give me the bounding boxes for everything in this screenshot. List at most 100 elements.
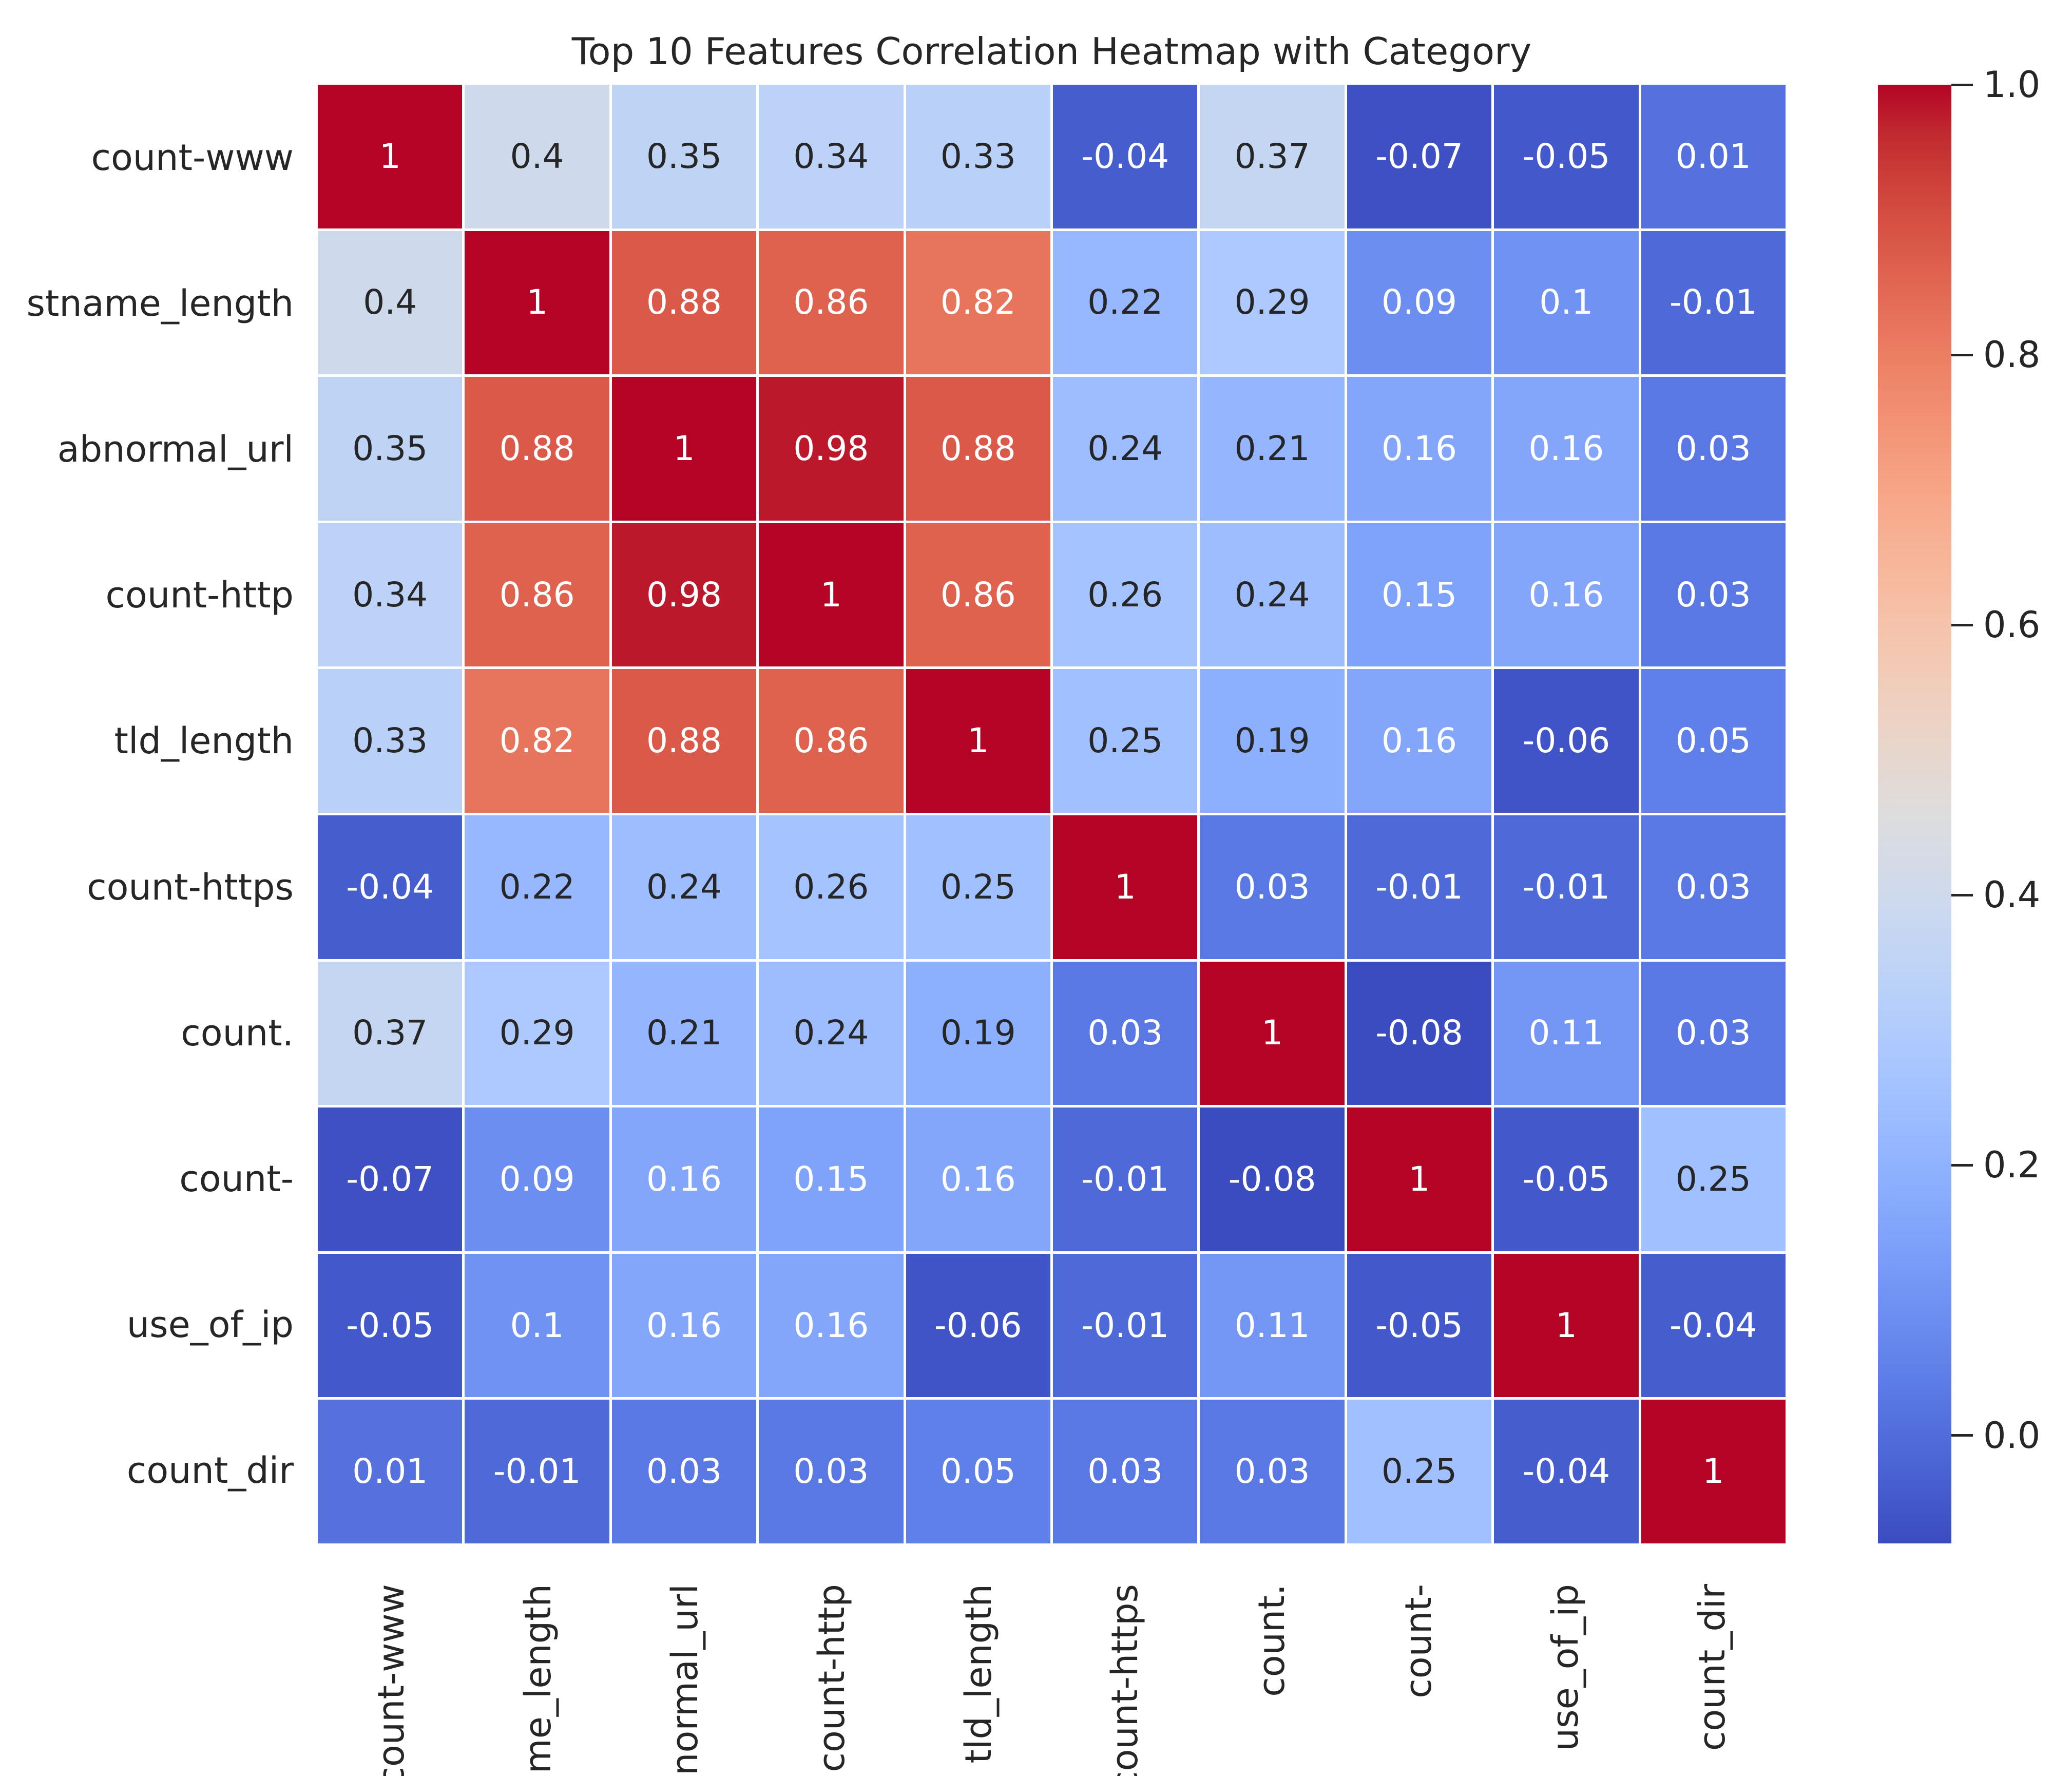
- cell-value: 0.03: [1087, 1452, 1163, 1492]
- cell-value: 0.16: [1528, 575, 1604, 615]
- colorbar-tick-label: 0.6: [1983, 604, 2041, 646]
- heatmap-cell: -0.01: [1494, 815, 1639, 959]
- cell-value: 0.03: [793, 1452, 869, 1492]
- x-tick-label: use_of_ip: [1544, 1584, 1587, 1751]
- cell-value: 0.29: [499, 1013, 575, 1053]
- heatmap-cell: 0.03: [759, 1400, 904, 1543]
- cell-value: 0.22: [1087, 282, 1163, 322]
- heatmap-cell: 1: [759, 523, 904, 667]
- heatmap-cell: 0.4: [465, 85, 609, 228]
- cell-value: 0.86: [793, 721, 869, 761]
- heatmap-grid: 1 0.4 0.35 0.34 0.33 -0.04 0.37 -0.07 -0.05 0.01 0…: [318, 85, 1786, 1543]
- cell-value: 1: [1408, 1159, 1430, 1199]
- heatmap-cell: 0.88: [611, 231, 757, 375]
- colorbar-tick: [1951, 1434, 1973, 1437]
- cell-value: 0.25: [1087, 721, 1163, 761]
- cell-value: 0.25: [1675, 1159, 1751, 1199]
- cell-value: 0.88: [499, 428, 575, 468]
- cell-value: 0.35: [646, 136, 722, 176]
- heatmap-cell: 0.35: [611, 85, 757, 228]
- y-tick-label: count_dir: [126, 1449, 294, 1492]
- heatmap-cell: 0.05: [906, 1400, 1050, 1543]
- heatmap-cell: -0.04: [318, 815, 463, 959]
- heatmap-cell: 0.01: [318, 1400, 463, 1543]
- x-tick-label: count-: [1397, 1584, 1440, 1698]
- cell-value: 0.24: [1234, 575, 1310, 615]
- heatmap-cell: 0.09: [1347, 231, 1492, 375]
- cell-value: 0.09: [499, 1159, 575, 1199]
- heatmap-cell: 0.21: [611, 961, 757, 1105]
- heatmap-cell: 0.03: [1052, 961, 1198, 1105]
- heatmap-cell: 0.35: [318, 377, 463, 521]
- heatmap-cell: 0.24: [611, 815, 757, 959]
- heatmap-cell: 0.11: [1494, 961, 1639, 1105]
- heatmap-cell: 0.82: [465, 669, 609, 813]
- y-tick-label: stname_length: [26, 282, 294, 325]
- cell-value: 0.34: [793, 136, 869, 176]
- heatmap-cell: 0.21: [1200, 377, 1345, 521]
- heatmap-cell: 0.11: [1200, 1253, 1345, 1398]
- cell-value: 0.03: [1675, 428, 1751, 468]
- x-tick-label: tld_length: [957, 1584, 1000, 1764]
- cell-value: 0.19: [940, 1013, 1016, 1053]
- heatmap-cell: 0.86: [759, 669, 904, 813]
- cell-value: 1: [1702, 1452, 1724, 1492]
- cell-value: 0.22: [499, 867, 575, 907]
- y-tick-label: count-: [179, 1157, 294, 1200]
- cell-value: -0.01: [1081, 1305, 1169, 1345]
- heatmap-cell: 0.16: [1494, 523, 1639, 667]
- heatmap-cell: 0.25: [1347, 1400, 1492, 1543]
- y-tick-label: count-http: [105, 574, 294, 617]
- cell-value: 0.03: [1087, 1013, 1163, 1053]
- colorbar-tick-label: 0.2: [1983, 1144, 2041, 1187]
- cell-value: -0.07: [346, 1159, 434, 1199]
- heatmap-cell: -0.04: [1052, 85, 1198, 228]
- heatmap-cell: 0.34: [759, 85, 904, 228]
- cell-value: 0.01: [1675, 136, 1751, 176]
- heatmap-cell: 0.86: [906, 523, 1050, 667]
- heatmap-cell: 0.09: [465, 1107, 609, 1251]
- heatmap-cell: 0.15: [1347, 523, 1492, 667]
- cell-value: 0.26: [793, 867, 869, 907]
- cell-value: -0.05: [1522, 136, 1610, 176]
- heatmap-cell: -0.01: [1052, 1107, 1198, 1251]
- cell-value: 1: [1261, 1013, 1283, 1053]
- heatmap-cell: -0.04: [1641, 1253, 1786, 1398]
- cell-value: -0.05: [1375, 1305, 1463, 1345]
- cell-value: 0.35: [352, 428, 428, 468]
- heatmap-cell: 0.03: [1641, 523, 1786, 667]
- heatmap-cell: 0.88: [611, 669, 757, 813]
- colorbar-tick: [1951, 83, 1973, 86]
- heatmap-cell: 0.03: [1052, 1400, 1198, 1543]
- heatmap-cell: -0.07: [1347, 85, 1492, 228]
- x-tick-label: abnormal_url: [663, 1584, 706, 1776]
- heatmap-cell: -0.07: [318, 1107, 463, 1251]
- cell-value: 0.05: [1675, 721, 1751, 761]
- cell-value: 0.88: [940, 428, 1016, 468]
- cell-value: 1: [967, 721, 989, 761]
- cell-value: -0.01: [1522, 867, 1610, 907]
- heatmap-cell: 0.37: [1200, 85, 1345, 228]
- heatmap-cell: -0.08: [1347, 961, 1492, 1105]
- y-tick-label: use_of_ip: [126, 1303, 294, 1346]
- heatmap-cell: 0.16: [906, 1107, 1050, 1251]
- heatmap-cell: 0.15: [759, 1107, 904, 1251]
- heatmap-cell: 0.98: [759, 377, 904, 521]
- x-tick-label: stname_length: [516, 1584, 559, 1776]
- heatmap-cell: 1: [1494, 1253, 1639, 1398]
- y-tick-label: count.: [181, 1011, 294, 1054]
- heatmap-cell: 0.24: [1200, 523, 1345, 667]
- heatmap-cell: 0.33: [318, 669, 463, 813]
- heatmap-cell: 0.05: [1641, 669, 1786, 813]
- heatmap-cell: -0.06: [1494, 669, 1639, 813]
- cell-value: 0.33: [352, 721, 428, 761]
- cell-value: -0.04: [1669, 1305, 1757, 1345]
- heatmap-cell: 0.33: [906, 85, 1050, 228]
- cell-value: 0.09: [1382, 282, 1457, 322]
- heatmap-cell: 0.29: [1200, 231, 1345, 375]
- cell-value: 0.05: [940, 1452, 1016, 1492]
- heatmap-cell: 0.29: [465, 961, 609, 1105]
- cell-value: 0.16: [940, 1159, 1016, 1199]
- heatmap-cell: 0.24: [1052, 377, 1198, 521]
- cell-value: 0.88: [646, 721, 722, 761]
